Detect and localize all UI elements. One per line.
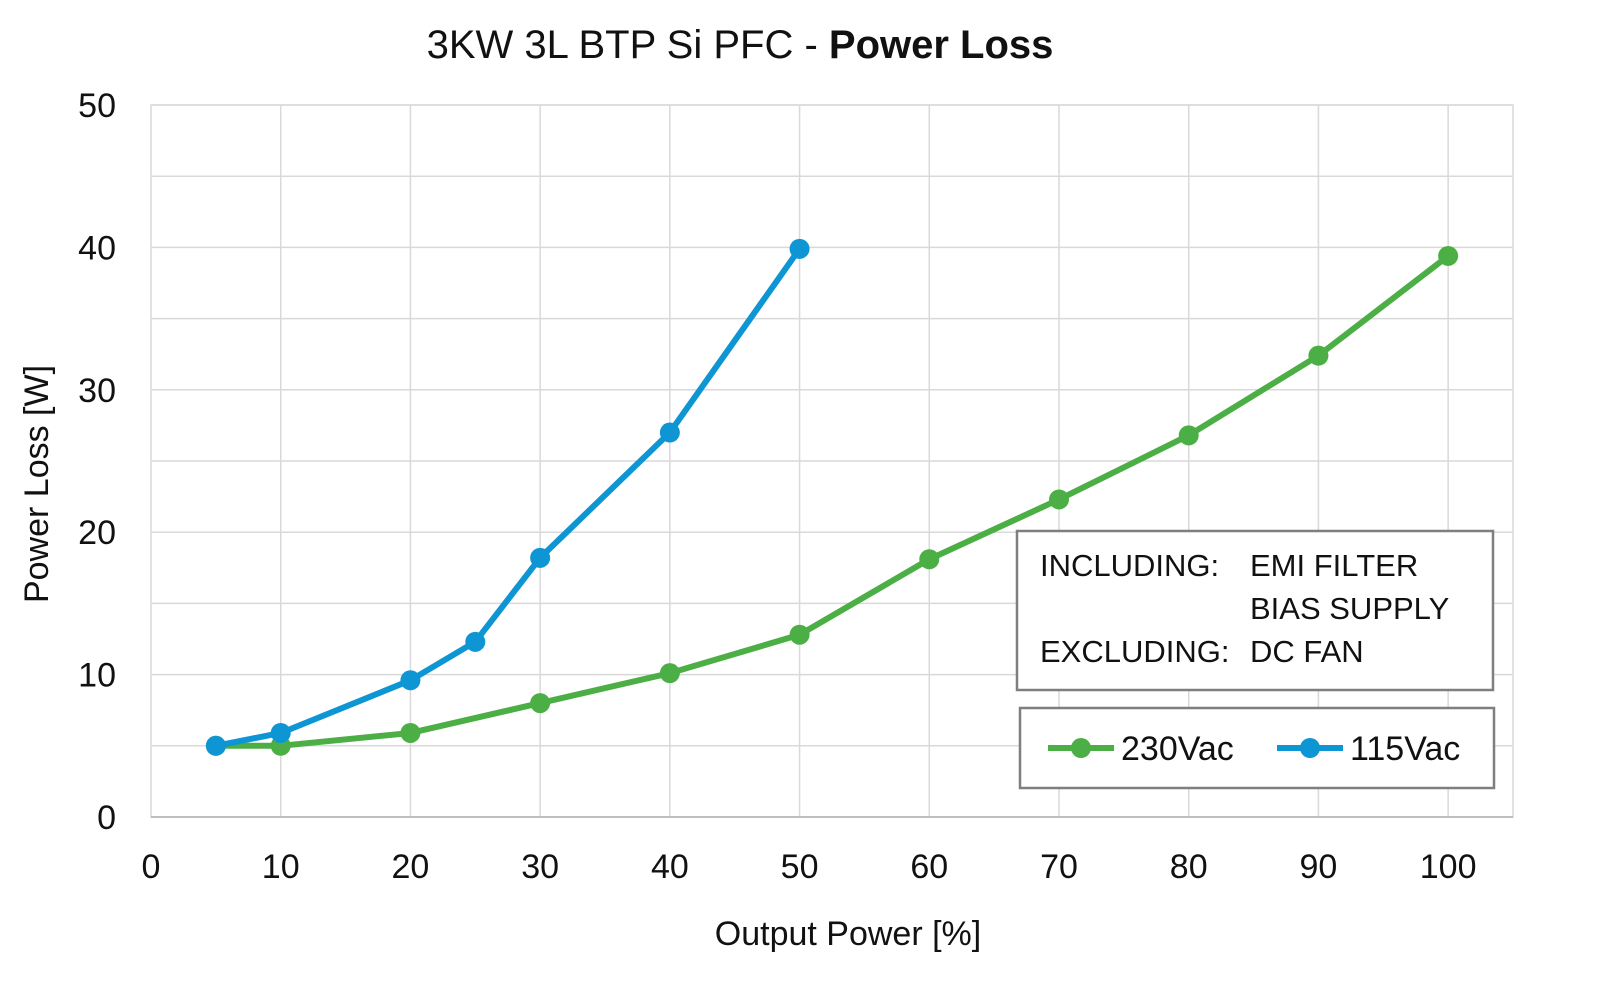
series-230vac-point bbox=[789, 624, 810, 645]
series-230vac-point bbox=[1049, 489, 1069, 510]
y-tick-label: 50 bbox=[78, 87, 116, 125]
series-230vac-point bbox=[1438, 245, 1459, 266]
y-tick-label: 20 bbox=[78, 514, 116, 552]
y-axis-ticks: 0 10 20 30 40 50 bbox=[78, 87, 116, 837]
x-tick-label: 0 bbox=[142, 848, 161, 886]
annotation-dc-fan: DC FAN bbox=[1250, 634, 1364, 669]
series-115vac-point bbox=[530, 547, 551, 568]
series-layer bbox=[205, 238, 1459, 756]
annotation-excluding-label: EXCLUDING: bbox=[1040, 634, 1229, 669]
annotation-bias-supply: BIAS SUPPLY bbox=[1250, 591, 1449, 626]
y-tick-label: 0 bbox=[97, 799, 116, 837]
series-230vac-point bbox=[400, 722, 421, 743]
legend: 230Vac 115Vac bbox=[1018, 706, 1496, 790]
y-tick-label: 10 bbox=[78, 657, 116, 695]
x-tick-label: 50 bbox=[781, 848, 819, 886]
series-115vac-point bbox=[465, 631, 486, 652]
annotation-box: INCLUDING: EMI FILTER BIAS SUPPLY EXCLUD… bbox=[1015, 529, 1495, 692]
legend-115vac-label: 115Vac bbox=[1350, 730, 1460, 768]
annotation-including-label: INCLUDING: bbox=[1040, 548, 1219, 583]
annotation-border bbox=[1015, 529, 1495, 692]
x-tick-label: 40 bbox=[651, 848, 689, 886]
y-axis-title: Power Loss [W] bbox=[18, 365, 56, 603]
series-115vac-point bbox=[205, 735, 226, 756]
chart-title-emphasis: Power Loss bbox=[829, 23, 1054, 67]
x-axis-title: Output Power [%] bbox=[715, 915, 981, 953]
chart-title: 3KW 3L BTP Si PFC - Power Loss bbox=[427, 23, 1054, 67]
x-tick-label: 20 bbox=[392, 848, 430, 886]
x-tick-label: 90 bbox=[1300, 848, 1338, 886]
y-tick-label: 40 bbox=[78, 229, 116, 267]
legend-230vac-label: 230Vac bbox=[1121, 730, 1234, 768]
series-230vac-point bbox=[659, 663, 680, 684]
series-115vac-point bbox=[400, 670, 421, 691]
series-115vac-line bbox=[212, 245, 803, 749]
annotation-emi-filter: EMI FILTER bbox=[1250, 548, 1418, 583]
series-115vac-point bbox=[659, 422, 680, 443]
x-axis-ticks: 0 10 20 30 40 50 60 70 80 90 100 bbox=[142, 848, 1477, 886]
series-230vac-point bbox=[919, 549, 940, 570]
y-tick-label: 30 bbox=[78, 372, 116, 410]
series-115vac-point bbox=[270, 722, 291, 743]
series-230vac-point bbox=[1178, 425, 1199, 446]
x-tick-label: 70 bbox=[1040, 848, 1078, 886]
x-tick-label: 100 bbox=[1420, 848, 1477, 886]
chart-title-main: 3KW 3L BTP Si PFC - bbox=[427, 23, 829, 67]
series-230vac-point bbox=[530, 693, 551, 714]
x-tick-label: 80 bbox=[1170, 848, 1208, 886]
legend-230vac-marker bbox=[1071, 738, 1091, 758]
x-tick-label: 10 bbox=[262, 848, 300, 886]
x-tick-label: 30 bbox=[521, 848, 559, 886]
x-tick-label: 60 bbox=[910, 848, 948, 886]
legend-115vac-marker bbox=[1300, 738, 1320, 758]
series-115vac-point bbox=[789, 238, 810, 259]
series-230vac-point bbox=[1308, 345, 1329, 366]
